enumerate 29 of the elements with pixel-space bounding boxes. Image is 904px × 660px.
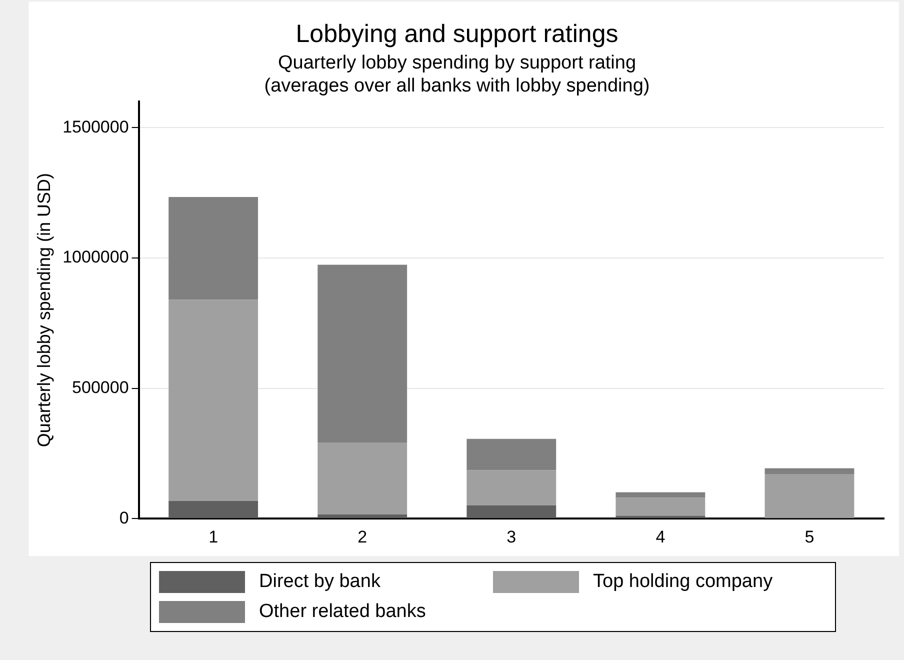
legend-label: Top holding company (593, 571, 773, 593)
x-tick-label: 2 (358, 527, 368, 546)
chart-subtitle: Quarterly lobby spending by support rating (averages over all banks with lobby spending) (264, 52, 650, 96)
y-tick-label: 500000 (72, 378, 129, 397)
chart-title: Lobbying and support ratings (296, 20, 618, 48)
y-axis-title: Quarterly lobby spending (in USD) (34, 173, 54, 448)
bar (616, 498, 706, 516)
y-tick-label: 1500000 (62, 117, 129, 136)
bar (466, 470, 556, 506)
bar (168, 196, 258, 300)
legend-label: Other related banks (259, 601, 426, 623)
x-tick-label: 1 (208, 527, 218, 546)
bar (318, 514, 408, 518)
bar (764, 474, 854, 518)
bar (466, 505, 556, 518)
bar (168, 500, 258, 518)
y-tick-label: 0 (119, 508, 129, 528)
bar (764, 468, 854, 474)
x-tick-label: 5 (804, 527, 814, 546)
bar (466, 438, 556, 470)
y-tick-label: 1000000 (62, 248, 129, 267)
legend-label: Direct by bank (259, 571, 380, 593)
x-tick-label: 4 (656, 527, 666, 546)
bar (616, 492, 706, 498)
bar (318, 442, 408, 514)
x-tick-label: 3 (506, 527, 516, 546)
bar (318, 264, 408, 442)
bar (168, 300, 258, 501)
bar (616, 516, 706, 518)
